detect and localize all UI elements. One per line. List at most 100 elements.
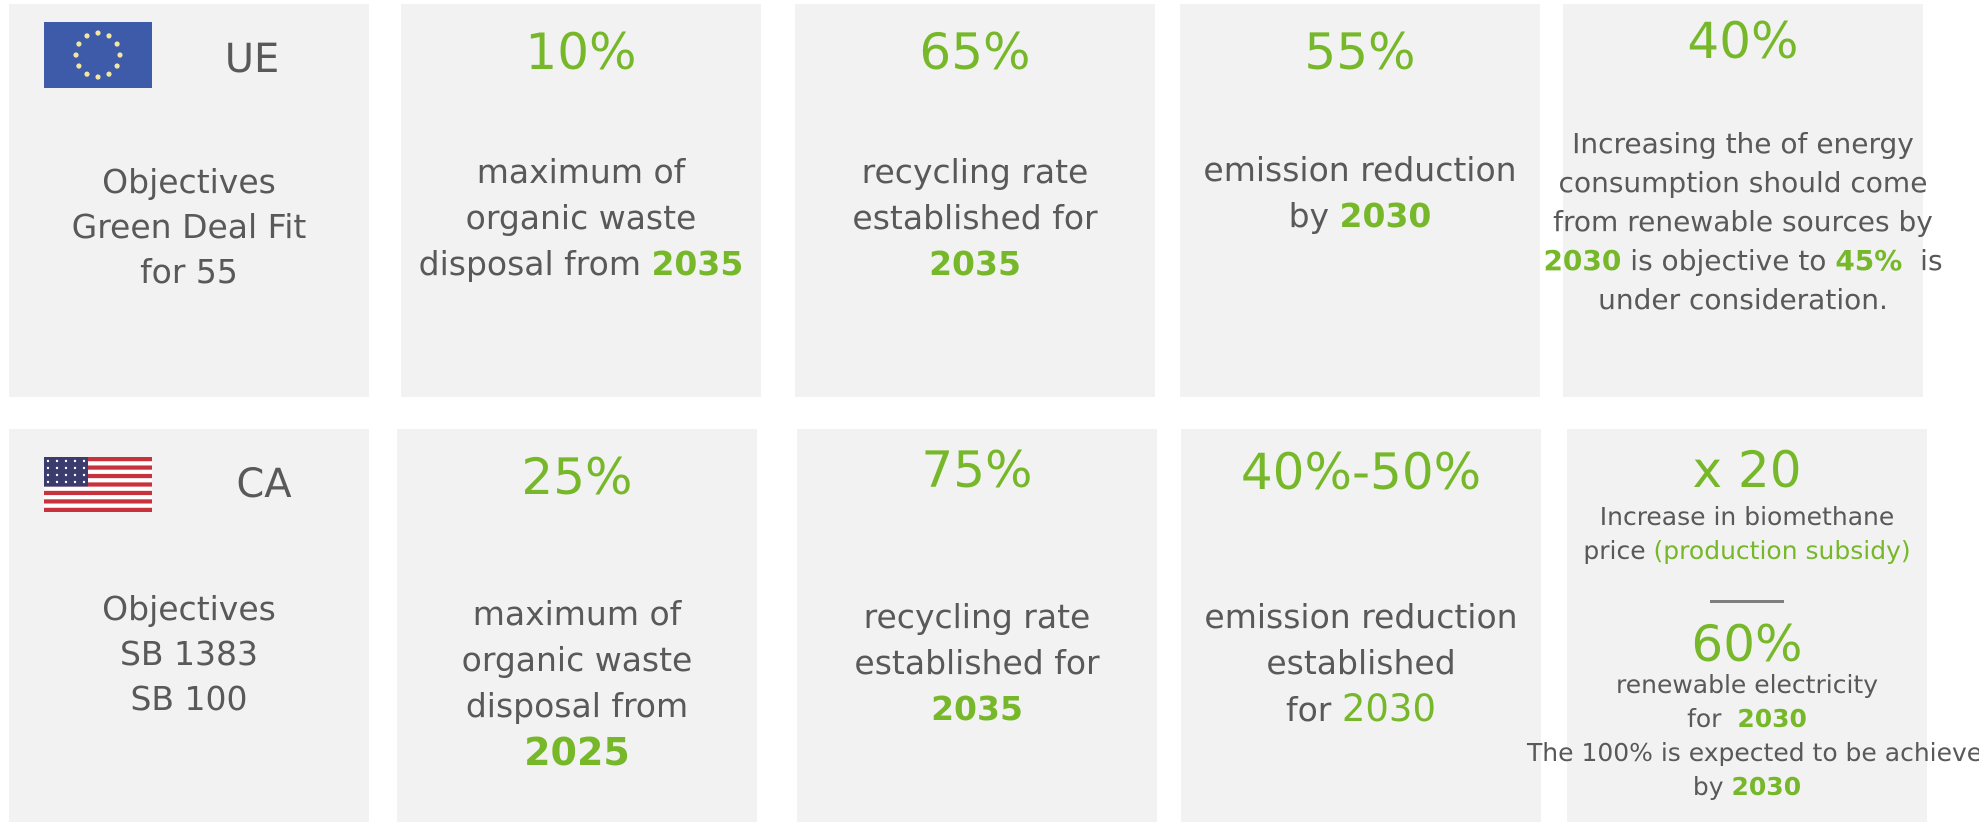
text-line: under consideration. [1523, 280, 1963, 319]
stat-card: 10% maximum of organic waste disposal from … [401, 4, 761, 397]
text-line: emission reduction [1140, 147, 1580, 193]
text-span: 2035 [929, 244, 1021, 283]
stat-card: 40% Increasing the of energy consumption s… [1543, 4, 1943, 397]
text-span: recycling rate [863, 597, 1091, 636]
text-line: by 2030 [1140, 193, 1580, 239]
stat-text: renewable electricity for 2030 The 100% is… [1527, 668, 1979, 804]
text-line: recycling rate [755, 149, 1195, 195]
text-line: from renewable sources by [1523, 202, 1963, 241]
text-span: established for [852, 198, 1098, 237]
text-span: by [1288, 196, 1340, 235]
text-span: under consideration. [1598, 283, 1888, 316]
stat-text: recycling rate established for 2035 [755, 149, 1195, 287]
stat-card: 40%-50% emission reduction established for … [1181, 429, 1541, 822]
text-span: disposal from [465, 686, 689, 725]
region-card: CA Objectives SB 1383 SB 100 [9, 429, 369, 822]
stat-card: 55% emission reduction by 2030 [1180, 4, 1540, 397]
region-text: Objectives Green Deal Fit for 55 [0, 159, 409, 294]
text-span: disposal from [418, 244, 652, 283]
text-span: for [1687, 704, 1738, 733]
text-line: price (production subsidy) [1527, 534, 1967, 568]
text-span: established for [854, 643, 1100, 682]
text-line: Increasing the of energy [1523, 124, 1963, 163]
text-span: emission reduction [1203, 150, 1517, 189]
text-line: 2035 [755, 241, 1195, 287]
stat-value: 55% [1304, 23, 1416, 81]
text-span: is [1902, 244, 1943, 277]
text-span: 2030 [1543, 244, 1622, 277]
stat-value: 75% [921, 441, 1033, 499]
text-line: established for [755, 195, 1195, 241]
text-span: consumption should come [1558, 166, 1928, 199]
stat-value: 40% [1687, 12, 1799, 70]
text-span: 2035 [931, 689, 1023, 728]
text-line: 2025 [357, 729, 797, 777]
stat-text: emission reduction by 2030 [1140, 147, 1580, 239]
text-span: established [1266, 643, 1456, 682]
eu-flag [44, 22, 152, 88]
text-line: by 2030 [1527, 770, 1967, 804]
stat-text: maximum of organic waste disposal from 203… [361, 149, 801, 287]
stat-text: Increasing the of energy consumption shou… [1523, 124, 1963, 319]
text-span: from renewable sources by [1553, 205, 1933, 238]
text-line: 2030 is objective to 45% is [1523, 241, 1963, 280]
text-line: organic waste [357, 637, 797, 683]
text-span: The 100% is expected to be achieved [1527, 738, 1979, 767]
text-line: consumption should come [1523, 163, 1963, 202]
text-span: for [1285, 690, 1342, 729]
text-line: 2035 [757, 686, 1197, 732]
text-span: by [1692, 772, 1732, 801]
text-line: SB 1383 [119, 634, 259, 673]
stat-value: x 20 [1692, 441, 1802, 499]
text-span: is objective to [1621, 244, 1836, 277]
text-span: 2030 [1341, 687, 1437, 730]
text-span: (production subsidy) [1653, 536, 1911, 565]
stat-value: 25% [521, 448, 633, 506]
text-line: disposal from 2035 [361, 241, 801, 287]
text-span: 2025 [524, 730, 630, 774]
text-line: maximum of [357, 591, 797, 637]
text-line: organic waste [361, 195, 801, 241]
stat-text: maximum of organic waste disposal from 2025 [357, 591, 797, 777]
text-span: price [1583, 536, 1654, 565]
stat-text: emission reduction established for 2030 [1141, 594, 1581, 733]
us-flag [44, 457, 152, 512]
text-line: established [1141, 640, 1581, 686]
text-span: 45% [1835, 244, 1903, 277]
divider [1710, 600, 1784, 603]
text-span: emission reduction [1204, 597, 1518, 636]
region-name: CA [236, 461, 292, 507]
region-card: UE Objectives Green Deal Fit for 55 [9, 4, 369, 397]
text-span: 2030 [1731, 772, 1802, 801]
stat-value: 40%-50% [1240, 443, 1482, 501]
stat-card: 25% maximum of organic waste disposal from 2… [397, 429, 757, 822]
stat-value: 10% [525, 23, 637, 81]
stat-card: 65% recycling rate established for 2035 [795, 4, 1155, 397]
stat-value: 60% [1691, 615, 1803, 673]
text-line: renewable electricity [1527, 668, 1967, 702]
text-span: organic waste [465, 198, 697, 237]
text-span: Increase in biomethane [1599, 502, 1895, 531]
text-line: for 2030 [1527, 702, 1967, 736]
text-line: established for [757, 640, 1197, 686]
text-line: Objectives [102, 162, 276, 201]
text-line: recycling rate [757, 594, 1197, 640]
stat-card: 75% recycling rate established for 2035 [797, 429, 1157, 822]
text-span: 2035 [651, 244, 744, 283]
text-line: for 2030 [1141, 686, 1581, 733]
text-line: maximum of [361, 149, 801, 195]
stat-text: Increase in biomethane price (production … [1527, 500, 1967, 568]
text-line: Increase in biomethane [1527, 500, 1967, 534]
text-span: recycling rate [861, 152, 1089, 191]
region-text: Objectives SB 1383 SB 100 [0, 586, 409, 721]
text-span: organic waste [461, 640, 693, 679]
text-line: for 55 [140, 252, 238, 291]
stat-card: x 20 Increase in biomethane price (product… [1527, 429, 1979, 822]
text-line: emission reduction [1141, 594, 1581, 640]
stat-value: 65% [919, 23, 1031, 81]
text-span: 2030 [1737, 704, 1807, 733]
text-line: disposal from [357, 683, 797, 729]
text-line: The 100% is expected to be achieved [1527, 736, 1979, 770]
text-line: Objectives [102, 589, 276, 628]
